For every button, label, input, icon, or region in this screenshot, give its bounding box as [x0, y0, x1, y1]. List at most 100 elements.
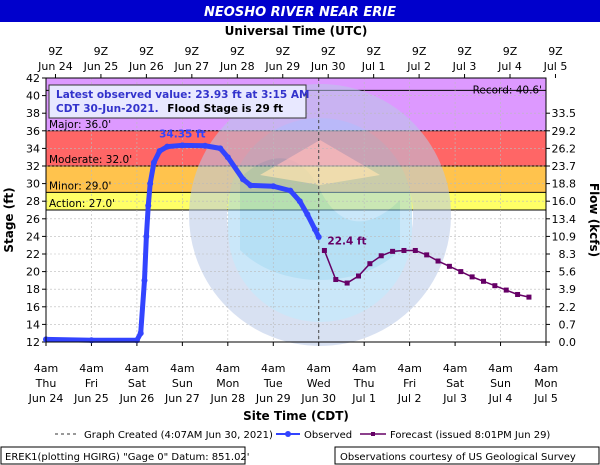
flow-axis-title: Flow (kcfs): [587, 183, 600, 257]
observed-point-3: [137, 330, 144, 337]
band-label-minor: Minor: 29.0': [49, 180, 111, 192]
record-label: Record: 40.6': [473, 84, 542, 96]
info-line-1: Latest observed value: 23.93 ft at 3:15 …: [56, 89, 309, 101]
site-tick-date: Jul 2: [397, 392, 422, 405]
flow-tick-label: 2.2: [559, 301, 577, 314]
observed-point-19: [296, 198, 303, 205]
stage-tick-label-16: 16: [26, 301, 40, 314]
utc-tick-date: Jun 26: [128, 60, 164, 73]
site-tick-time: 4am: [352, 362, 376, 375]
site-tick-date: Jun 27: [164, 392, 200, 405]
stage-tick-label-36: 36: [26, 125, 40, 138]
site-time-axis: 4am Thu Jun 24 4am Fri Jun 25 4am Sat Jun 26 4am S…: [28, 342, 558, 405]
footer-right-box: [334, 446, 600, 465]
site-tick-date: Jul 3: [442, 392, 467, 405]
band-label-major: Major: 36.0': [49, 119, 111, 131]
flow-axis: 0.0 0.7 2.2 3.9 5.6 8.3 10.9 13.4 16.0 18.8 23.7 26…: [546, 107, 576, 349]
site-tick-weekday: Sun: [490, 377, 511, 390]
flow-tick-label: 10.9: [552, 230, 577, 243]
site-tick-weekday: Thu: [353, 377, 375, 390]
utc-tick-time: 9Z: [275, 45, 290, 58]
forecast-point-17: [515, 291, 521, 297]
observed-point-7: [147, 180, 154, 187]
forecast-point-1: [333, 277, 339, 283]
forecast-point-12: [458, 269, 464, 275]
stage-tick-label-28: 28: [26, 195, 40, 208]
site-tick-weekday: Tue: [263, 377, 283, 390]
site-tick-time: 4am: [125, 362, 149, 375]
forecast-point-14: [481, 278, 486, 284]
flow-tick-label: 13.4: [552, 213, 577, 226]
forecast-point-16: [503, 287, 509, 293]
legend-observed-label: Observed: [304, 430, 352, 441]
utc-tick-time: 9Z: [230, 45, 245, 58]
site-tick-date: Jul 1: [351, 392, 376, 405]
title-bar: [0, 0, 600, 22]
noaa-watermark: [189, 84, 451, 346]
footer-left-box: [0, 446, 246, 465]
observed-point-4: [141, 277, 148, 284]
utc-tick-date: Jul 4: [497, 60, 522, 73]
utc-tick-date: Jul 3: [452, 60, 477, 73]
utc-tick-date: Jun 30: [310, 60, 346, 73]
stage-tick-label-22: 22: [26, 248, 40, 261]
flow-tick-label: 16.0: [552, 195, 577, 208]
observed-point-10: [164, 143, 171, 150]
top-axis-title: Universal Time (UTC): [225, 24, 368, 38]
observed-point-9: [156, 148, 163, 155]
utc-tick-time: 9Z: [321, 45, 336, 58]
flow-tick-label: 18.8: [552, 178, 577, 191]
stage-tick-label-24: 24: [26, 230, 40, 243]
site-tick-weekday: Mon: [216, 377, 239, 390]
utc-tick-time: 9Z: [503, 45, 518, 58]
site-tick-weekday: Sun: [172, 377, 193, 390]
forecast-point-10: [435, 258, 441, 264]
observed-point-16: [247, 182, 254, 189]
stage-tick-label-40: 40: [26, 90, 40, 103]
site-tick-weekday: Wed: [307, 377, 331, 390]
forecast-point-11: [446, 263, 452, 269]
observed-point-8: [150, 159, 157, 166]
utc-tick-date: Jul 5: [543, 60, 568, 73]
utc-tick-date: Jun 25: [83, 60, 119, 73]
site-tick-time: 4am: [488, 362, 512, 375]
flow-tick-label: 5.6: [559, 266, 577, 279]
stage-tick-label-14: 14: [26, 318, 40, 331]
site-tick-date: Jun 29: [255, 392, 291, 405]
utc-tick-time: 9Z: [366, 45, 381, 58]
forecast-point-2: [344, 280, 350, 286]
site-tick-weekday: Sat: [128, 377, 147, 390]
site-tick-time: 4am: [79, 362, 103, 375]
utc-tick-time: 9Z: [139, 45, 154, 58]
site-tick-date: Jun 28: [209, 392, 245, 405]
site-tick-weekday: Thu: [35, 377, 57, 390]
stage-tick-label-32: 32: [26, 160, 40, 173]
flow-tick-label: 3.9: [559, 283, 577, 296]
forecast-point-15: [492, 283, 498, 289]
observed-point-13: [217, 145, 224, 152]
site-tick-weekday: Fri: [403, 377, 416, 390]
stage-tick-label-34: 34: [26, 142, 40, 155]
site-tick-date: Jul 4: [488, 392, 513, 405]
utc-tick-date: Jun 28: [219, 60, 255, 73]
peak-label: 34.35 ft: [159, 128, 205, 140]
utc-tick-time: 9Z: [94, 45, 109, 58]
utc-tick-date: Jul 2: [406, 60, 431, 73]
legend-forecast-label: Forecast (issued 8:01PM Jun 29): [390, 430, 550, 441]
flow-tick-label: 23.7: [552, 160, 577, 173]
flow-tick-label: 29.2: [552, 125, 577, 138]
site-tick-date: Jun 30: [300, 392, 336, 405]
forecast-point-0: [321, 247, 327, 253]
legend-observed-marker: [285, 431, 291, 437]
info-line-2: CDT 30-Jun-2021. Flood Stage is 29 ft: [56, 103, 283, 115]
utc-tick-date: Jun 27: [173, 60, 209, 73]
band-label-moderate: Moderate: 32.0': [49, 154, 132, 166]
site-tick-time: 4am: [261, 362, 285, 375]
site-tick-weekday: Fri: [85, 377, 98, 390]
site-tick-time: 4am: [534, 362, 558, 375]
legend-forecast-marker: [371, 432, 375, 436]
observed-point-18: [287, 187, 294, 194]
utc-tick-time: 9Z: [412, 45, 427, 58]
forecast-point-4: [367, 261, 373, 267]
